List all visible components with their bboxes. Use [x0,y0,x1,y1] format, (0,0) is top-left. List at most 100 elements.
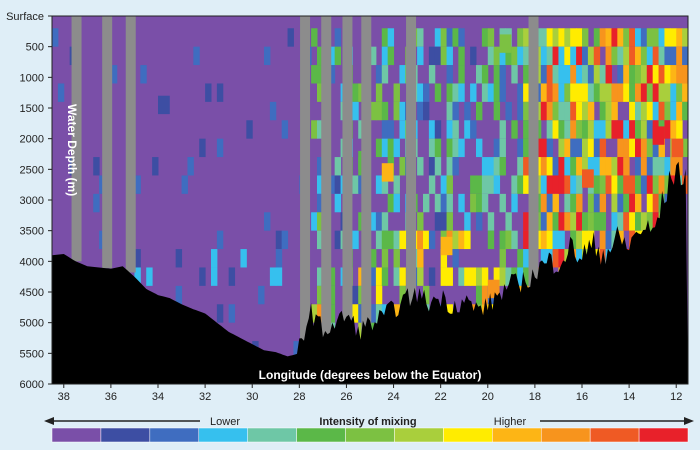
heatmap-cell [593,83,601,102]
heatmap-cell [564,83,571,102]
y-tick-label: 4000 [20,256,44,268]
heatmap-cell [587,120,595,139]
heatmap-cell [452,83,459,102]
heatmap-cell [552,230,559,250]
heatmap-cell [617,157,624,176]
heatmap-cell [576,28,583,47]
heatmap-cell [646,212,654,231]
heatmap-cell [146,267,153,286]
heatmap-cell [676,120,683,139]
heatmap-cell [582,138,589,158]
heatmap-cell [664,65,671,84]
heatmap-cell [611,28,618,47]
heatmap-cell [334,28,342,47]
heatmap-cell [552,120,559,139]
heatmap-cell [499,157,506,176]
heatmap-cell [493,101,501,121]
heatmap-cell [493,267,501,286]
heatmap-cell [275,230,283,250]
heatmap-cell [523,157,530,176]
heatmap-cell [440,212,448,231]
y-axis-ticks: Surface 500 1000 1500 2000 2500 3000 3500 4000 45… [6,11,52,391]
heatmap-cell [564,212,571,231]
heatmap-cell [652,101,660,121]
heatmap-cell [593,120,601,139]
heatmap-cell [352,230,359,250]
heatmap-cell [317,212,324,231]
heatmap-cell [670,65,677,84]
heatmap-cell [576,101,583,121]
heatmap-cell [599,157,607,176]
heatmap-cell [629,101,636,121]
heatmap-cell [552,83,559,102]
heatmap-cell [623,175,630,194]
heatmap-cell [446,120,453,139]
heatmap-cell [334,157,342,176]
heatmap-cell [629,138,636,158]
y-tick-label: 2000 [20,134,44,146]
heatmap-cell [558,157,565,176]
heatmap-cell [505,212,512,231]
heatmap-cell [399,230,406,250]
heatmap-cell [646,138,654,158]
heatmap-cell [523,120,530,139]
legend-swatch [589,427,640,443]
no-data-column [361,16,372,338]
heatmap-cell [328,175,336,194]
heatmap-cell [646,157,654,176]
heatmap-cell [387,193,395,213]
heatmap-cell [487,28,495,47]
no-data-column [342,16,353,326]
heatmap-cell [417,249,424,268]
heatmap-cell [464,120,471,139]
heatmap-cell [476,65,483,84]
heatmap-cell [587,157,595,176]
heatmap-cell [446,175,453,194]
heatmap-cell [552,193,559,213]
heatmap-cell [540,157,548,176]
heatmap-cell [352,101,359,121]
heatmap-cell [593,212,601,231]
heatmap-cell [611,101,618,121]
heatmap-cell [540,230,548,250]
y-tick-label: Surface [6,11,44,23]
heatmap-cell [375,212,383,231]
heatmap-cell [652,126,665,145]
heatmap-cell [481,175,489,194]
heatmap-cell [228,267,236,286]
heatmap-cell [587,65,595,84]
x-tick-label: 22 [435,391,447,403]
heatmap-cell [546,175,554,194]
heatmap-cell [134,267,141,286]
x-axis-ticks: 38 36 34 32 30 28 26 24 22 20 18 16 14 12 [58,384,682,403]
heatmap-cell [682,101,689,121]
heatmap-cell [375,83,383,102]
x-tick-label: 32 [199,391,211,403]
heatmap-cell [381,28,389,47]
heatmap-cell [587,83,595,102]
heatmap-cell [434,46,442,66]
heatmap-cell [605,46,612,66]
heatmap-cell [452,138,459,158]
legend-low-label: Lower [210,416,240,428]
heatmap-cell [670,46,677,66]
legend-swatch [296,427,346,443]
x-tick-label: 26 [340,391,352,403]
y-tick-label: 1500 [20,103,44,115]
legend-swatch [247,427,297,443]
heatmap-cell [652,193,660,213]
heatmap-cell [635,101,642,121]
heatmap-cell [487,83,495,102]
heatmap-cell [623,212,630,231]
x-tick-label: 14 [623,391,635,403]
heatmap-cell [587,138,595,158]
heatmap-cell [570,83,577,102]
heatmap-cell [317,46,324,66]
heatmap-cell [175,249,183,268]
legend-high-label: Higher [494,416,527,428]
heatmap-cell [540,212,548,231]
heatmap-cell [664,101,671,121]
heatmap-cell [428,157,436,176]
heatmap-cell [381,46,389,66]
heatmap-cell [417,46,424,66]
